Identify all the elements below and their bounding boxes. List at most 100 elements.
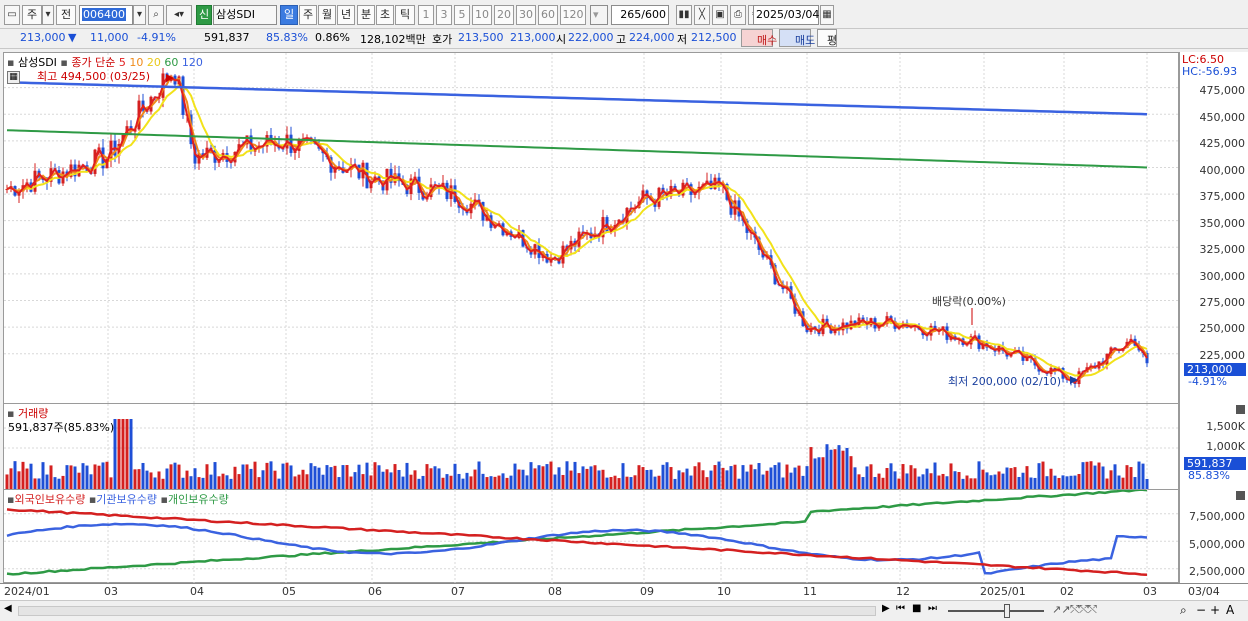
candle-type-icon[interactable]: ▮▮ <box>676 5 692 25</box>
zoom-slider-handle[interactable] <box>1004 604 1010 618</box>
volume-bar <box>913 468 917 489</box>
volume-bar <box>381 471 385 489</box>
minute-60[interactable]: 60 <box>538 5 558 25</box>
volume-bar <box>5 474 9 489</box>
sell-button[interactable]: 매도 <box>779 29 815 47</box>
scrollbar-track[interactable] <box>18 606 876 616</box>
volume-bar <box>1013 467 1017 489</box>
zoom-out-icon[interactable]: − <box>1196 603 1207 617</box>
minute-5[interactable]: 5 <box>454 5 470 25</box>
holding-panel: ▪외국인보유수량 ▪기관보유수량 ▪개인보유수량 <box>3 490 1180 583</box>
interval-dropdown[interactable]: ▾ <box>590 5 608 25</box>
volume-bar <box>693 466 697 489</box>
fast-forward-icon[interactable]: ⏭ <box>928 603 937 614</box>
period-day[interactable]: 일 <box>280 5 298 25</box>
save-icon[interactable]: ▣ <box>712 5 728 25</box>
period-month-label: 월 <box>321 8 333 21</box>
calendar-icon[interactable]: ▦ <box>820 5 834 25</box>
volume-bar <box>469 476 473 489</box>
volume-bar <box>1085 461 1089 489</box>
draw-tools-icon[interactable]: ↗↗⤲⤲⤲ <box>1052 603 1097 616</box>
period-month[interactable]: 월 <box>318 5 336 25</box>
maximize-icon-2[interactable] <box>1236 491 1245 500</box>
scroll-left-icon[interactable]: ◀ <box>4 603 12 614</box>
sound-icon[interactable]: ◂▾ <box>166 5 192 25</box>
volume-bar <box>601 469 605 489</box>
volume-bar <box>985 472 989 489</box>
new-badge[interactable]: 신 <box>196 5 212 25</box>
print-icon[interactable]: ⎙ <box>730 5 746 25</box>
period-second-label: 초 <box>379 8 391 21</box>
period-minute[interactable]: 분 <box>357 5 375 25</box>
volume-bar <box>193 468 197 489</box>
volume-bar <box>213 462 217 489</box>
chevron-down-icon[interactable]: ▾ <box>42 5 54 25</box>
volume-bar <box>61 475 65 489</box>
ma5-line <box>6 76 1148 385</box>
volume-bar <box>677 470 681 489</box>
count-input[interactable]: 265/600 <box>611 5 669 25</box>
period-week[interactable]: 주 <box>299 5 317 25</box>
y-tick: 300,000 <box>1199 270 1246 283</box>
volume-bar <box>709 470 713 489</box>
volume-bar <box>1105 478 1109 489</box>
volume-bar <box>617 478 621 489</box>
period-second[interactable]: 초 <box>376 5 394 25</box>
volume-bar <box>241 464 245 489</box>
ma20-label: 20 <box>146 56 161 69</box>
stop-icon[interactable]: ■ <box>912 603 922 614</box>
zoom-slider[interactable] <box>948 610 1044 612</box>
volume-bar <box>781 477 785 489</box>
low-price: 212,500 <box>691 31 737 44</box>
volume-bar <box>425 464 429 489</box>
volume-bar <box>901 464 905 489</box>
scroll-right-icon[interactable]: ▶ <box>882 603 890 614</box>
x-tick: 2025/01 <box>980 585 1026 598</box>
ma10-label: 10 <box>129 56 144 69</box>
window-icon[interactable]: ▭ <box>4 5 20 25</box>
search-icon[interactable]: ⌕ <box>148 5 164 25</box>
minute-20[interactable]: 20 <box>494 5 514 25</box>
prev-label: 전 <box>60 8 72 21</box>
maximize-icon[interactable] <box>1236 405 1245 414</box>
x-tick: 08 <box>548 585 562 598</box>
crosshair-icon[interactable]: ╳ <box>694 5 710 25</box>
table-icon[interactable]: ▦ <box>7 71 20 84</box>
code-dropdown-icon[interactable]: ▾ <box>133 5 146 25</box>
x-tick: 03 <box>1143 585 1157 598</box>
rewind-icon[interactable]: ⏮ <box>896 603 905 614</box>
market-select[interactable]: 주 <box>22 5 42 25</box>
volume-bar <box>1133 477 1137 489</box>
volume-bar <box>473 469 477 489</box>
period-year[interactable]: 년 <box>337 5 355 25</box>
buy-button[interactable]: 매수 <box>741 29 777 47</box>
volume-chart <box>4 404 1180 490</box>
volume-bar <box>341 465 345 489</box>
code-input[interactable]: 006400 <box>79 5 133 25</box>
period-tick[interactable]: 틱 <box>395 5 415 25</box>
volume-bar <box>597 470 601 489</box>
minute-10[interactable]: 10 <box>472 5 492 25</box>
volume-bar <box>93 464 97 489</box>
font-size-icon[interactable]: A <box>1226 603 1235 617</box>
y-tick: 325,000 <box>1199 243 1246 256</box>
volume-bar <box>533 468 537 489</box>
minute-1[interactable]: 1 <box>418 5 434 25</box>
holding-legend: ▪외국인보유수량 ▪기관보유수량 ▪개인보유수량 <box>7 491 229 507</box>
minute-5-label: 5 <box>458 8 466 21</box>
minute-3[interactable]: 3 <box>436 5 452 25</box>
volume-bar <box>293 476 297 489</box>
volume-bar <box>941 473 945 489</box>
volume-bar <box>233 466 237 489</box>
volume-bar <box>409 474 413 489</box>
avg-button[interactable]: 평 <box>817 29 837 47</box>
zoom-in-icon[interactable]: + <box>1210 603 1221 617</box>
prev-button[interactable]: 전 <box>56 5 76 25</box>
ma120-label: 120 <box>181 56 203 69</box>
minute-120[interactable]: 120 <box>560 5 586 25</box>
zoom-icon[interactable]: ⌕ <box>1180 603 1187 617</box>
minute-30[interactable]: 30 <box>516 5 536 25</box>
date-input[interactable]: 2025/03/04 <box>753 5 819 25</box>
ma60-line <box>6 129 1148 169</box>
volume-bar <box>853 467 857 489</box>
